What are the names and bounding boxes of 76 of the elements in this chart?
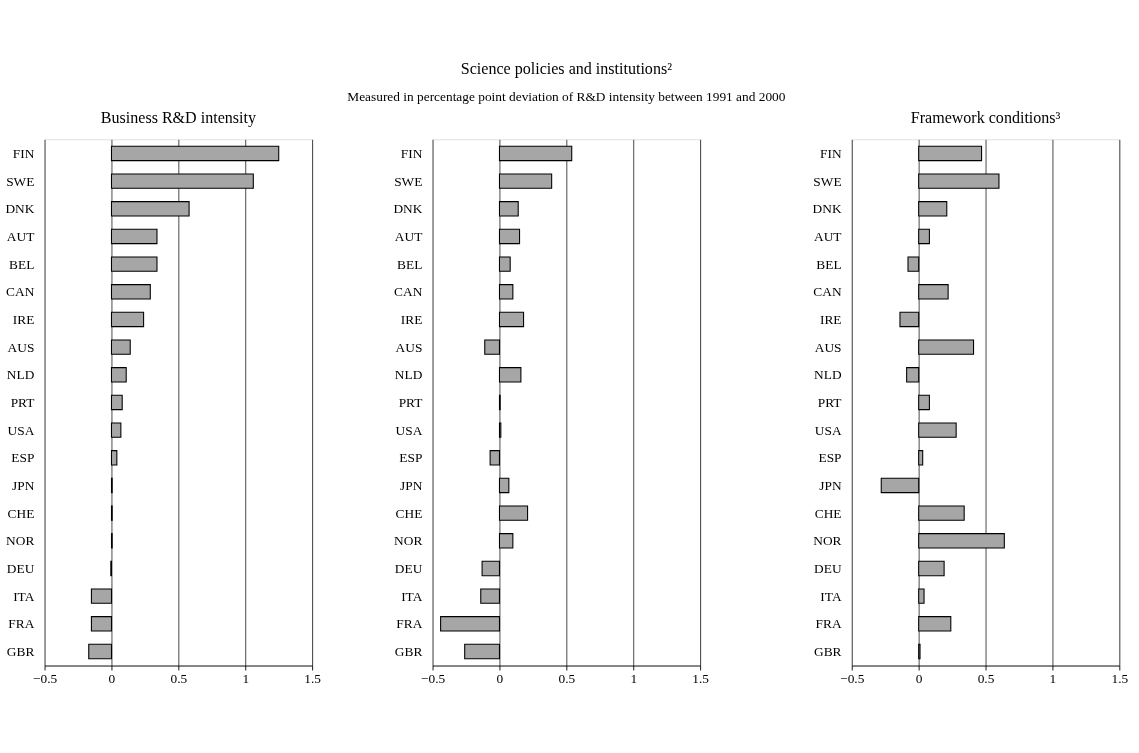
y-tick-label: SWE [813, 173, 842, 189]
y-tick-label: AUT [394, 228, 423, 244]
x-tick-label: 0.5 [977, 670, 995, 686]
y-tick-label: ITA [820, 588, 842, 604]
chart-title: Business R&D intensity [100, 109, 256, 128]
x-tick-label: 0 [496, 670, 504, 686]
x-tick-label: −0.5 [420, 670, 446, 686]
y-tick-label: CAN [813, 284, 842, 300]
y-tick-label: FRA [815, 616, 842, 632]
y-tick-label: CHE [814, 505, 842, 521]
y-tick-label: AUS [7, 339, 35, 355]
x-tick-label: 1.5 [692, 670, 710, 686]
y-tick-label: CAN [6, 284, 35, 300]
y-tick-label: USA [814, 422, 842, 438]
y-tick-label: FRA [396, 616, 423, 632]
y-tick-label: BEL [397, 256, 423, 272]
y-tick-label: ITA [13, 588, 35, 604]
y-tick-label: NOR [813, 533, 842, 549]
chart-title: Science policies and institutions² [460, 60, 673, 79]
x-tick-label: 0.5 [558, 670, 576, 686]
y-tick-label: NLD [6, 367, 35, 383]
y-tick-label: NLD [394, 367, 423, 383]
y-tick-label: ITA [401, 588, 423, 604]
y-tick-label: NOR [394, 533, 423, 549]
y-tick-label: IRE [400, 311, 423, 327]
y-tick-label: CHE [395, 505, 423, 521]
x-tick-label: 1 [1049, 670, 1057, 686]
chart-subtitle: Measured in percentage point deviation of R&D intensity between 1991 and 2000 [347, 88, 786, 104]
x-tick-label: −0.5 [32, 670, 58, 686]
y-tick-label: USA [395, 422, 423, 438]
chart-title: Framework conditions³ [910, 109, 1061, 127]
x-tick-label: 1.5 [304, 670, 322, 686]
y-tick-label: CAN [394, 284, 423, 300]
y-tick-label: GBR [394, 643, 423, 659]
y-tick-label: JPN [819, 477, 842, 493]
y-tick-label: NLD [814, 367, 842, 383]
y-tick-label: AUS [814, 339, 842, 355]
y-tick-label: GBR [6, 643, 35, 659]
y-tick-label: IRE [820, 311, 842, 327]
x-tick-label: 0 [915, 670, 923, 686]
y-tick-label: JPN [12, 477, 35, 493]
y-tick-label: BEL [816, 256, 842, 272]
y-tick-label: ESP [818, 450, 842, 466]
y-tick-label: GBR [814, 643, 842, 659]
y-tick-label: PRT [398, 394, 423, 410]
y-tick-label: AUT [6, 228, 35, 244]
y-tick-label: USA [7, 422, 35, 438]
y-tick-label: SWE [6, 173, 35, 189]
x-tick-label: −0.5 [840, 670, 865, 686]
y-tick-label: DNK [393, 201, 423, 217]
y-tick-label: JPN [400, 477, 423, 493]
y-tick-label: AUS [395, 339, 423, 355]
y-tick-label: FIN [12, 145, 35, 161]
y-tick-label: CHE [7, 505, 35, 521]
y-tick-label: DEU [6, 560, 35, 576]
y-tick-label: FIN [820, 145, 842, 161]
y-tick-label: ESP [11, 450, 35, 466]
x-tick-label: 0 [108, 670, 116, 686]
y-tick-label: PRT [10, 394, 35, 410]
y-tick-label: DEU [814, 560, 842, 576]
x-tick-label: 1 [242, 670, 250, 686]
y-tick-label: IRE [12, 311, 35, 327]
y-tick-label: AUT [814, 228, 842, 244]
y-tick-label: ESP [399, 450, 423, 466]
y-tick-label: DNK [5, 201, 35, 217]
y-tick-label: PRT [817, 394, 842, 410]
y-tick-label: FIN [400, 145, 423, 161]
y-tick-label: BEL [9, 256, 35, 272]
x-tick-label: 0.5 [170, 670, 188, 686]
x-tick-label: 1.5 [1111, 670, 1129, 686]
y-tick-label: DNK [812, 201, 842, 217]
y-tick-label: NOR [6, 533, 35, 549]
y-tick-label: DEU [394, 560, 423, 576]
y-tick-label: FRA [8, 616, 35, 632]
x-tick-label: 1 [630, 670, 638, 686]
y-tick-label: SWE [394, 173, 423, 189]
